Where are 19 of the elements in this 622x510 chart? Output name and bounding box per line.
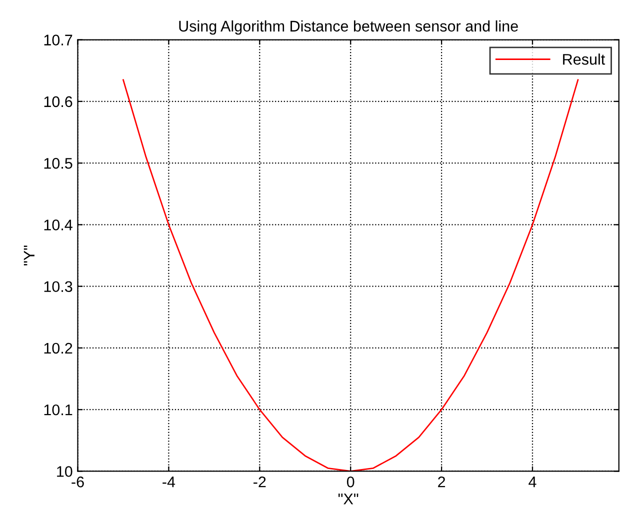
y-tick-label: 10.3 [44,281,72,292]
y-tick-label: 10.1 [44,404,72,416]
y-axis-title: "Y" [24,246,34,266]
y-tick-label: 10.7 [44,34,72,46]
x-tick-label: -2 [254,476,266,488]
x-tick-label: 0 [346,476,354,488]
y-tick-label: 10 [57,466,72,477]
x-tick-label: -4 [162,476,176,488]
x-tick-label: 2 [438,476,446,488]
legend-label: Result [563,54,606,65]
y-tick-label: 10.2 [44,342,72,354]
y-tick-label: 10.6 [44,96,72,108]
y-tick-label: 10.4 [44,220,72,230]
x-tick-label: 4 [528,476,536,488]
line-series [122,79,579,472]
chart-title: Using Algorithm Distance between sensor and line [179,20,518,35]
y-tick-label: 10.5 [44,158,72,169]
x-axis-title: "X" [338,494,358,504]
x-tick-label: -6 [72,476,84,488]
